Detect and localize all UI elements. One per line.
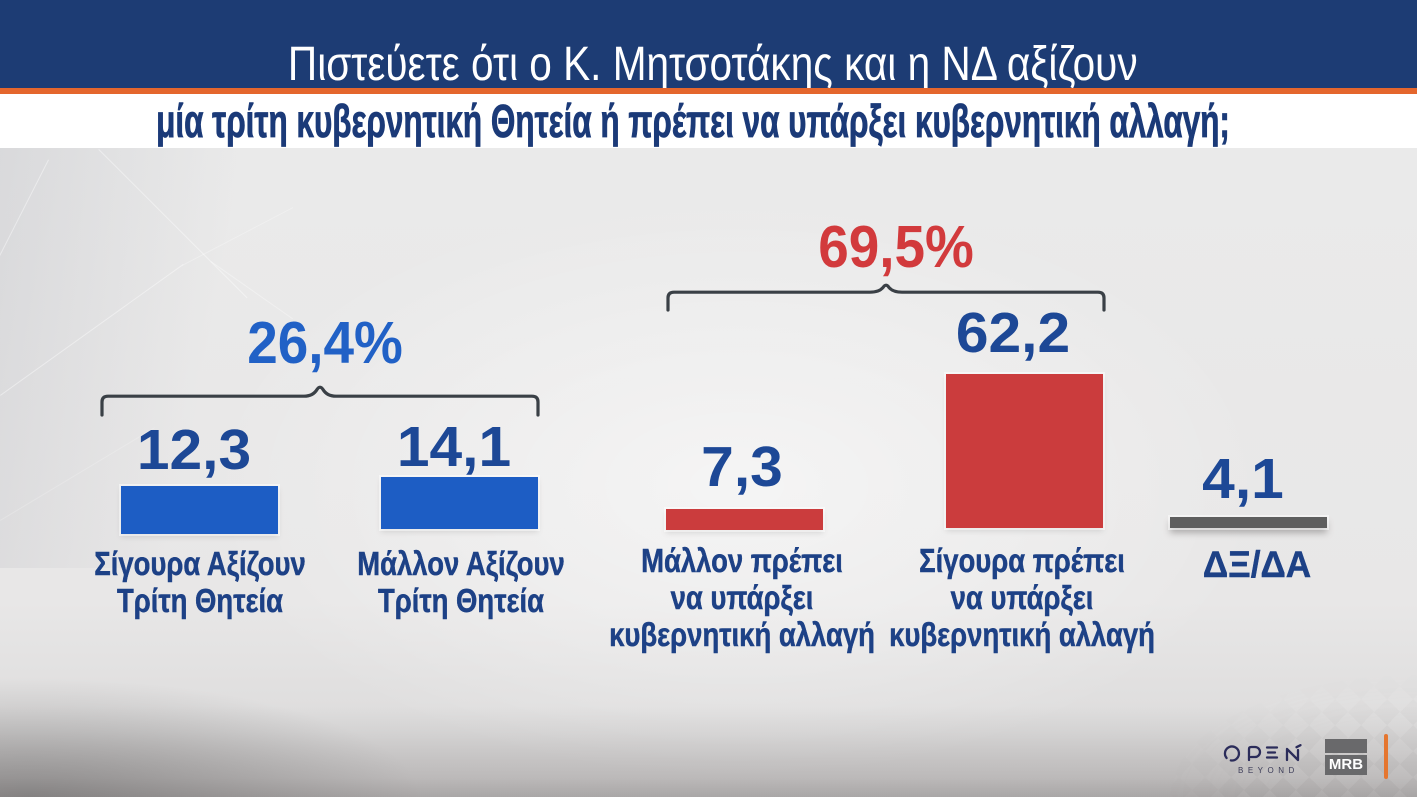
svg-text:BEYOND: BEYOND	[1238, 766, 1299, 775]
